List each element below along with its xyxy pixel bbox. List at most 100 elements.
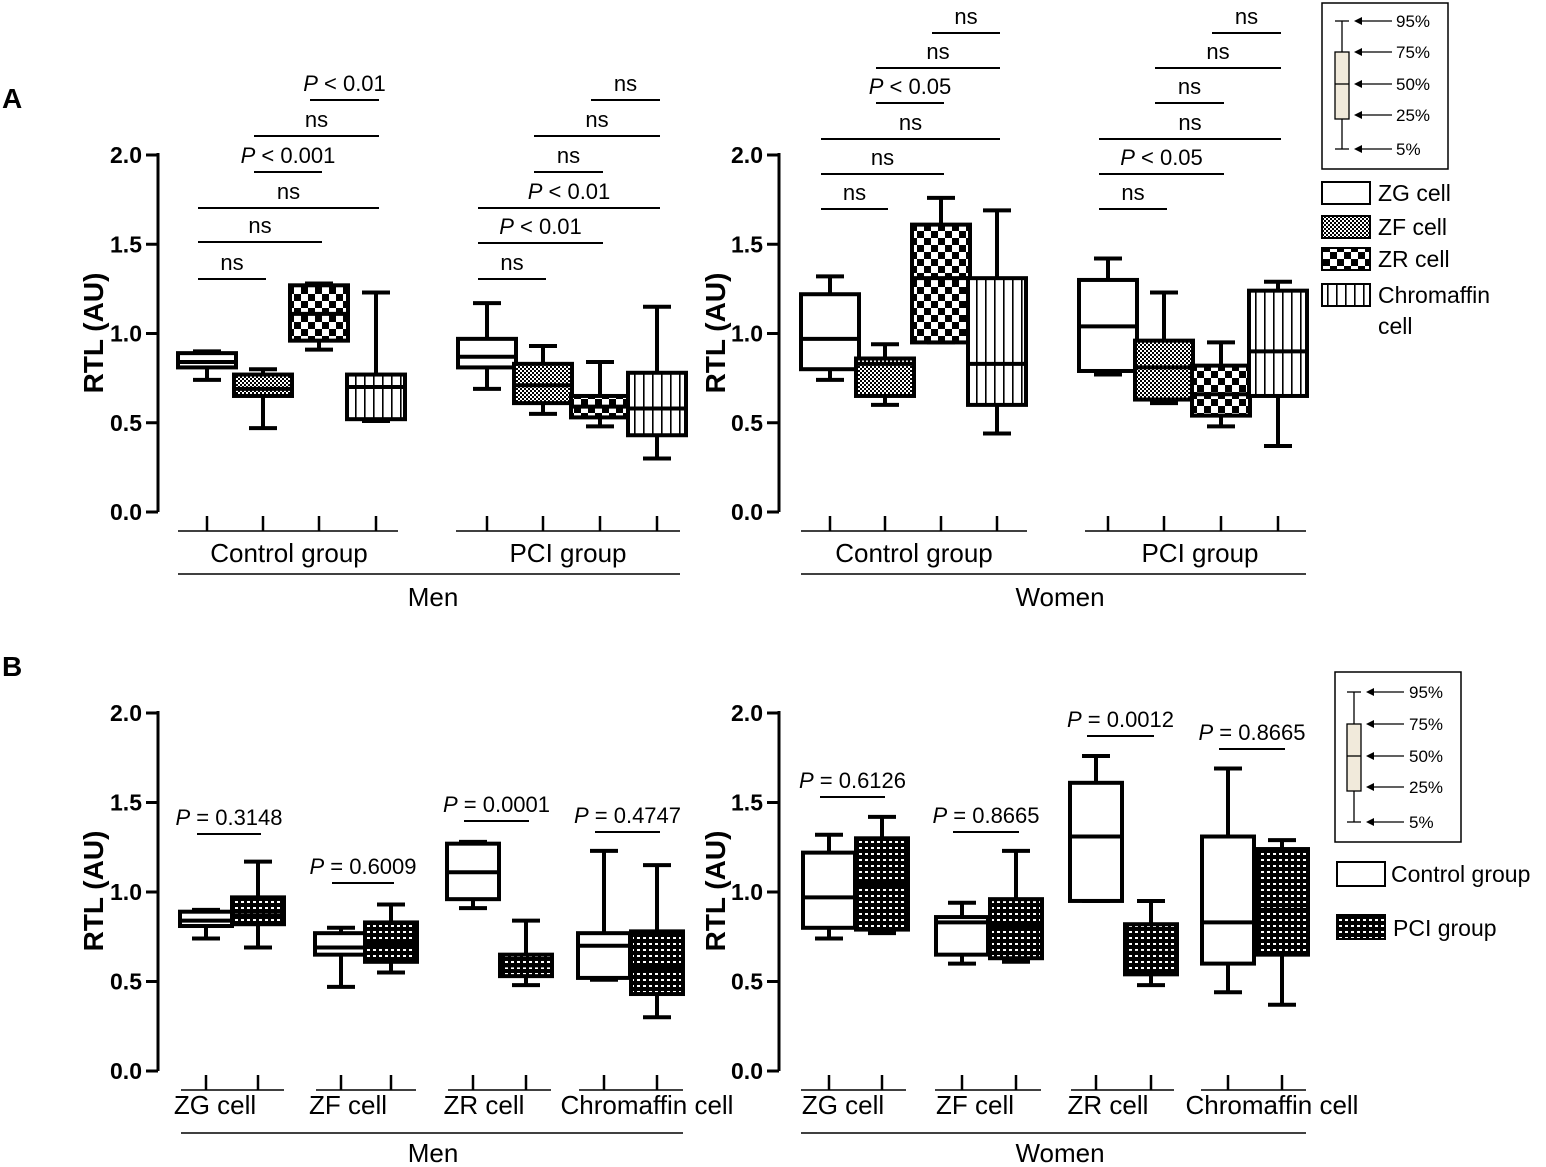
box-iqr bbox=[1123, 922, 1179, 977]
box-pci-group-zg-cell bbox=[1077, 256, 1139, 377]
legend-label-chromaffin-line1: Chromaffin bbox=[1378, 282, 1490, 308]
percentile-75: 75% bbox=[1396, 43, 1430, 62]
comparison-label: P = 0.6126 bbox=[799, 768, 906, 793]
comparison-label: P < 0.05 bbox=[869, 74, 952, 99]
comparison-label: P < 0.01 bbox=[528, 179, 611, 204]
box-pci-group-zf-cell bbox=[988, 848, 1044, 964]
box-pci-group-chromaffin-cell bbox=[1247, 279, 1309, 448]
percentile-arrowheads bbox=[1366, 688, 1374, 826]
y-tick-label: 0.0 bbox=[731, 499, 763, 525]
box-pci-group-zr-cell bbox=[498, 918, 554, 988]
comparison-label: ns bbox=[277, 179, 300, 204]
y-tick-label: 2.0 bbox=[731, 700, 763, 726]
group-label-chromaffin-cell: Chromaffin cell bbox=[1186, 1090, 1359, 1120]
comparison-label: P < 0.05 bbox=[1120, 145, 1203, 170]
y-tick-label: 1.5 bbox=[731, 231, 763, 257]
y-tick-label: 1.0 bbox=[110, 879, 142, 905]
cell-type-legend: ZG cell ZF cell ZR cell Chromaffin cell bbox=[1321, 180, 1490, 339]
y-axis-title-b-men: RTL (AU) bbox=[78, 831, 109, 952]
box-iqr bbox=[988, 897, 1044, 961]
comparison-label: ns bbox=[305, 107, 328, 132]
percentile-arrowheads bbox=[1354, 17, 1362, 153]
group-label-chromaffin-cell: Chromaffin cell bbox=[561, 1090, 734, 1120]
legend-label-pci: PCI group bbox=[1393, 915, 1497, 941]
box-iqr bbox=[629, 929, 685, 997]
box-iqr bbox=[345, 372, 407, 422]
comparison-label: P = 0.0001 bbox=[443, 792, 550, 817]
comparison-label: ns bbox=[926, 39, 949, 64]
y-axis-title-a-men: RTL (AU) bbox=[78, 273, 109, 394]
box-pci-group-chromaffin-cell bbox=[626, 304, 688, 461]
box-iqr bbox=[230, 895, 286, 927]
percentile-5: 5% bbox=[1396, 140, 1421, 159]
panel-b-label: B bbox=[2, 651, 22, 682]
percentile-5: 5% bbox=[1409, 813, 1434, 832]
box-pci-group-zg-cell bbox=[854, 814, 910, 936]
legend-swatch-zg bbox=[1321, 181, 1371, 205]
chart-title-men: Men bbox=[408, 1138, 459, 1167]
box-control-group-chromaffin-cell bbox=[345, 290, 407, 423]
percentile-25: 25% bbox=[1396, 106, 1430, 125]
box-control-group-chromaffin-cell bbox=[1200, 766, 1256, 995]
box-iqr bbox=[1254, 847, 1310, 957]
group-label-control-group: Control group bbox=[210, 538, 368, 568]
comparison-label: P = 0.8665 bbox=[1198, 720, 1305, 745]
box-iqr bbox=[626, 370, 688, 438]
y-tick-label: 1.5 bbox=[110, 231, 142, 257]
legend-swatch-zr bbox=[1321, 247, 1371, 271]
box-iqr bbox=[966, 276, 1028, 407]
comparison-label: ns bbox=[220, 250, 243, 275]
comparison-label: ns bbox=[843, 180, 866, 205]
group-label-zr-cell: ZR cell bbox=[444, 1090, 525, 1120]
panel-a-label: A bbox=[2, 83, 22, 114]
group-label-pci-group: PCI group bbox=[509, 538, 626, 568]
group-label-zf-cell: ZF cell bbox=[936, 1090, 1014, 1120]
chart-b-women: 0.0 0.5 1.0 1.5 2.0 ZG cell ZF cell ZR cell Chro… bbox=[731, 700, 1358, 1167]
y-tick-label: 1.5 bbox=[110, 790, 142, 816]
comparison-label: ns bbox=[1235, 4, 1258, 29]
box-pci-group-chromaffin-cell bbox=[629, 863, 685, 1020]
y-axis-title-b-women: RTL (AU) bbox=[700, 831, 731, 952]
legend-label-chromaffin-line2: cell bbox=[1378, 313, 1413, 339]
y-tick-label: 0.5 bbox=[731, 969, 763, 995]
box-pci-group-zr-cell bbox=[569, 360, 631, 429]
box-iqr bbox=[1133, 338, 1195, 402]
comparison-label: ns bbox=[1178, 74, 1201, 99]
comparison-label: ns bbox=[585, 107, 608, 132]
group-label-control-group: Control group bbox=[835, 538, 993, 568]
box-control-group-zf-cell bbox=[934, 900, 990, 966]
box-iqr bbox=[1190, 363, 1252, 418]
comparison-label: ns bbox=[1121, 180, 1144, 205]
y-axis-title-a-women: RTL (AU) bbox=[700, 273, 731, 394]
box-control-group-zg-cell bbox=[178, 907, 234, 941]
box-pci-group-zg-cell bbox=[456, 301, 518, 391]
comparison-label: ns bbox=[248, 213, 271, 238]
percentile-50: 50% bbox=[1409, 747, 1443, 766]
box-iqr bbox=[232, 372, 294, 398]
box-control-group-zr-cell bbox=[288, 281, 350, 352]
box-control-group-zg-cell bbox=[799, 274, 861, 382]
comparison-label: ns bbox=[557, 143, 580, 168]
box-iqr bbox=[910, 222, 972, 345]
y-tick-label: 2.0 bbox=[110, 700, 142, 726]
comparison-label: P = 0.8665 bbox=[932, 803, 1039, 828]
box-control-group-zg-cell bbox=[176, 349, 238, 382]
comparison-label: P < 0.01 bbox=[303, 71, 386, 96]
chart-title-women: Women bbox=[1015, 582, 1104, 612]
box-iqr bbox=[576, 931, 632, 980]
comparison-label: ns bbox=[899, 110, 922, 135]
y-tick-label: 0.5 bbox=[731, 410, 763, 436]
box-control-group-chromaffin-cell bbox=[966, 208, 1028, 436]
box-iqr bbox=[1200, 834, 1256, 966]
percentile-95: 95% bbox=[1409, 683, 1443, 702]
group-label-pci-group: PCI group bbox=[1141, 538, 1258, 568]
y-tick-label: 0.0 bbox=[110, 499, 142, 525]
legend-label-zg: ZG cell bbox=[1378, 180, 1451, 206]
box-iqr bbox=[801, 850, 857, 930]
group-label-zf-cell: ZF cell bbox=[309, 1090, 387, 1120]
legend-label-control: Control group bbox=[1391, 861, 1530, 887]
chart-title-men: Men bbox=[408, 582, 459, 612]
box-control-group-zf-cell bbox=[854, 342, 916, 407]
box-iqr bbox=[456, 336, 518, 370]
box-pci-group-zf-cell bbox=[1133, 290, 1195, 406]
